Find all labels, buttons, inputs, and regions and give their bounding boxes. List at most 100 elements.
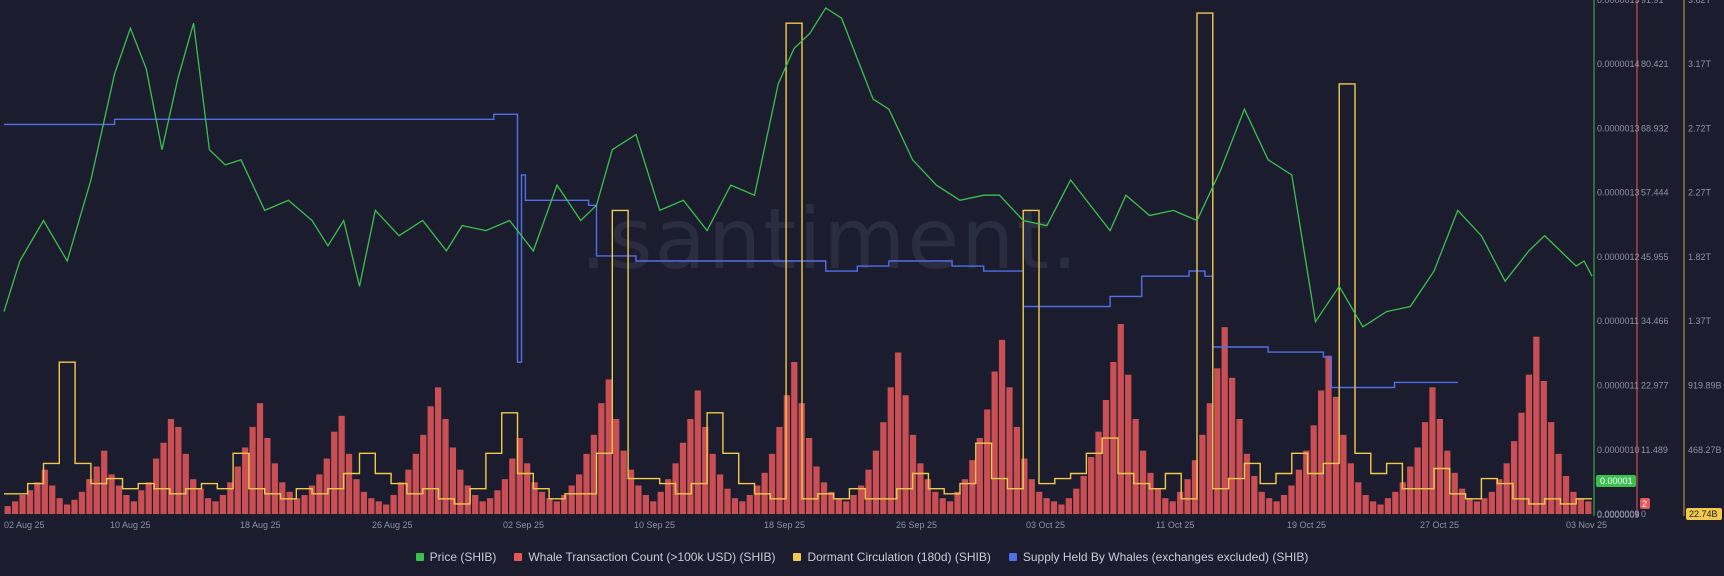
legend-swatch-whale-supply (1008, 553, 1017, 561)
whale-count-bar (932, 491, 939, 514)
whale-count-bar (12, 501, 19, 514)
series-line-price (3, 7, 1593, 328)
watermark: .santiment. (580, 190, 1080, 288)
legend-item-dormant[interactable]: Dormant Circulation (180d) (SHIB) (793, 550, 991, 564)
whale-count-axis-tick: 11.489 (1641, 445, 1668, 455)
whale-count-bar (635, 485, 642, 514)
whale-count-bar (1214, 368, 1221, 514)
whale-count-bar (865, 469, 872, 514)
whale-count-bar (1340, 434, 1347, 514)
whale-count-bar (694, 390, 701, 514)
whale-count-bar (546, 498, 553, 514)
whale-count-bar (1332, 396, 1340, 514)
whale-count-bar (1362, 495, 1369, 514)
whale-count-bar (976, 438, 983, 514)
price-axis-tick: 0.0000014 (1597, 59, 1640, 69)
whale-count-bar (1036, 491, 1043, 514)
whale-count-bar (1510, 441, 1518, 514)
whale-count-bar (1288, 485, 1295, 514)
legend: Price (SHIB) Whale Transaction Count (>1… (0, 546, 1724, 568)
whale-count-bar (1088, 457, 1095, 514)
x-axis-tick: 02 Aug 25 (4, 520, 45, 530)
whale-count-bar (264, 438, 271, 514)
whale-count-bar (1080, 476, 1087, 514)
whale-count-bar (961, 479, 969, 514)
whale-count-bar (1421, 422, 1429, 514)
whale-count-bar (190, 479, 197, 514)
whale-count-bar (34, 482, 41, 514)
x-axis-tick: 19 Oct 25 (1287, 520, 1326, 530)
whale-count-bar (204, 498, 212, 514)
whale-count-bar (323, 458, 330, 514)
whale-count-bar (1496, 479, 1503, 514)
legend-label-price: Price (SHIB) (429, 550, 497, 564)
whale-count-bar (1132, 419, 1139, 514)
whale-count-bar (212, 501, 219, 514)
whale-count-axis-tick: 68.932 (1641, 123, 1669, 133)
whale-count-bar (1251, 476, 1258, 514)
whale-count-bar (1162, 498, 1169, 514)
price-axis-tick: 0.0000012 (1597, 252, 1640, 262)
whale-count-bar (397, 482, 405, 514)
whale-count-axis-tick: 0 (1641, 509, 1646, 519)
whale-count-bar (479, 501, 486, 514)
whale-count-bar (954, 491, 961, 514)
whale-count-bar (375, 501, 382, 514)
x-axis-tick: 10 Sep 25 (634, 520, 675, 530)
whale-count-bar (1236, 419, 1243, 514)
whale-count-bar (49, 485, 56, 514)
whale-count-bar (1540, 381, 1547, 514)
supply-axis-tick: 2.27T (1688, 188, 1712, 198)
whale-count-bar (434, 387, 442, 514)
whale-count-bar (969, 460, 976, 514)
svg-text:0.00001: 0.00001 (1600, 476, 1633, 486)
whale-count-bar (902, 395, 909, 514)
whale-count-bar (739, 501, 746, 514)
legend-item-whale-supply[interactable]: Supply Held By Whales (exchanges exclude… (1008, 550, 1308, 564)
whale-count-bar (917, 463, 924, 514)
whale-count-axis-tick: 45.955 (1641, 252, 1669, 262)
legend-item-whale-count[interactable]: Whale Transaction Count (>100k USD) (SHI… (514, 550, 775, 564)
whale-count-bar (130, 501, 137, 514)
whale-count-bar (561, 495, 568, 514)
whale-count-bar (1266, 498, 1273, 514)
supply-axis-tick: 1.37T (1688, 316, 1712, 326)
whale-count-bar (412, 453, 419, 514)
whale-count-bar (709, 453, 716, 514)
price-axis-top-label: 0.0000015 (1597, 0, 1640, 5)
supply-axis-tick: 468.27B (1688, 445, 1722, 455)
whale-count-bar (442, 419, 449, 514)
whale-count-bar (449, 447, 457, 514)
whale-count-bar (145, 482, 152, 514)
whale-count-bar (813, 466, 820, 514)
legend-swatch-price (415, 553, 424, 561)
whale-count-bar (1533, 336, 1540, 514)
whale-count-bar (590, 434, 598, 514)
whale-count-bar (405, 469, 412, 514)
x-axis-tick: 02 Sep 25 (503, 520, 544, 530)
whale-count-bar (1139, 450, 1147, 514)
legend-label-whale-count: Whale Transaction Count (>100k USD) (SHI… (528, 550, 776, 564)
supply-axis-tick: 919.89B (1688, 381, 1722, 391)
whale-count-current-badge: 2 (1640, 498, 1650, 509)
whale-count-bar (895, 352, 902, 514)
whale-count-bar (524, 463, 531, 514)
whale-count-bar (1407, 466, 1414, 514)
whale-count-bar (820, 482, 828, 514)
whale-count-bar (1585, 501, 1592, 514)
whale-count-bar (1444, 450, 1451, 514)
whale-count-bar (338, 415, 345, 514)
whale-count-bar (383, 504, 390, 514)
whale-count-bar (242, 447, 249, 514)
whale-count-bar (1043, 498, 1050, 514)
whale-count-bar (1555, 453, 1562, 514)
whale-count-bar (605, 379, 612, 514)
whale-count-bar (1429, 387, 1436, 514)
whale-count-bar (390, 495, 397, 514)
whale-count-bar (1169, 501, 1176, 514)
whale-count-bar (768, 453, 776, 514)
legend-item-price[interactable]: Price (SHIB) (415, 550, 497, 564)
whale-count-bar (791, 362, 798, 514)
whale-count-bar (843, 501, 850, 514)
